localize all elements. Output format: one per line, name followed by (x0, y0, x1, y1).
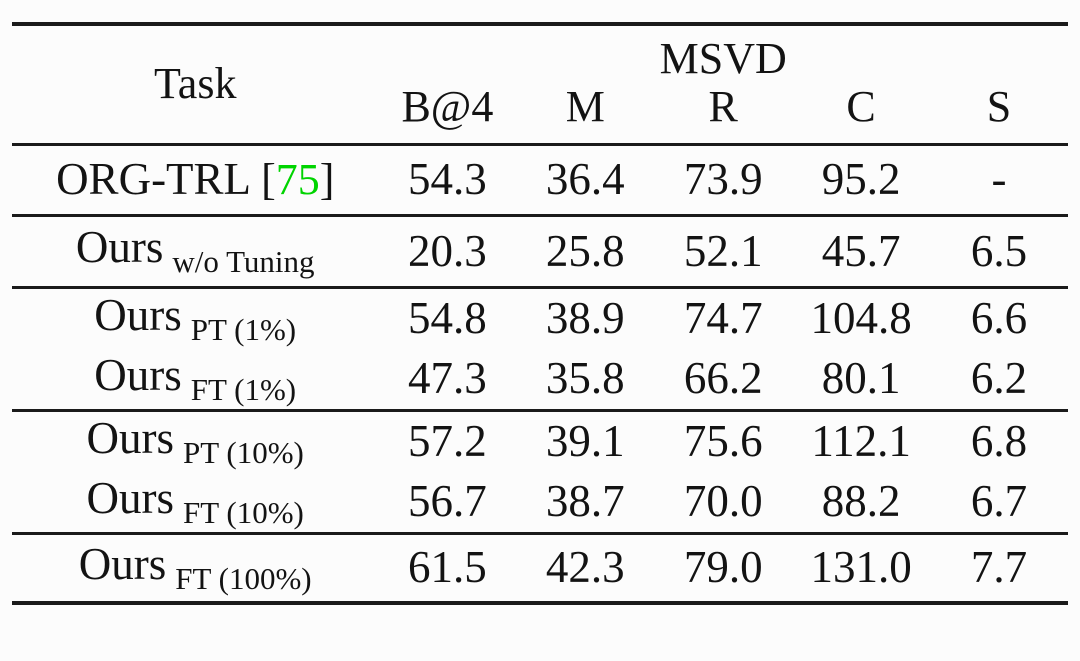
table-row-ours-pt-10: Ours PT (10%) 57.2 39.1 75.6 112.1 6.8 (12, 410, 1068, 472)
row-label-subscript: w/o Tuning (172, 244, 315, 279)
table-header: Task MSVD B@4 M R C S (12, 24, 1068, 144)
metric-cell-b4: 47.3 (408, 353, 487, 404)
metric-cell-m: 25.8 (545, 225, 625, 276)
table-row-org-trl: ORG-TRL [75] 54.3 36.4 73.9 95.2 - (12, 144, 1068, 215)
row-label-main: Ours (94, 289, 182, 340)
dataset-header-msvd: MSVD (659, 34, 787, 83)
metric-cell-r: 52.1 (683, 225, 763, 276)
row-label-ours-pt-10: Ours PT (10%) (12, 410, 378, 472)
column-header-m: M (565, 82, 605, 132)
citation-link[interactable]: 75 (275, 155, 320, 204)
table-row-ours-pt-1: Ours PT (1%) 54.8 38.9 74.7 104.8 6.6 (12, 287, 1068, 349)
metric-cell-c: 95.2 (821, 154, 901, 204)
citation-bracket-close: ] (319, 155, 335, 204)
metric-cell-m: 38.7 (545, 476, 625, 527)
metric-cell-c: 45.7 (821, 225, 901, 276)
citation-bracket-open: [ (261, 155, 276, 204)
row-label-main: Ours (94, 349, 182, 400)
metric-cell-b4: 57.2 (408, 416, 487, 467)
table-row-ours-wo-tuning: Ours w/o Tuning 20.3 25.8 52.1 45.7 6.5 (12, 215, 1068, 287)
table-row-ours-ft-100: Ours FT (100%) 61.5 42.3 79.0 131.0 7.7 (12, 533, 1068, 603)
row-label-subscript: FT (100%) (175, 560, 312, 596)
results-table: Task MSVD B@4 M R C S ORG-TRL [75] 54.3 3… (12, 22, 1068, 605)
metric-cell-r: 66.2 (683, 353, 763, 404)
metric-cell-s: 6.5 (970, 225, 1028, 276)
row-group-10pct: Ours PT (10%) 57.2 39.1 75.6 112.1 6.8 Ou… (12, 410, 1068, 533)
table-row-ours-ft-10: Ours FT (10%) 56.7 38.7 70.0 88.2 6.7 (12, 472, 1068, 533)
metric-cell-m: 38.9 (545, 293, 625, 344)
row-group-1pct: Ours PT (1%) 54.8 38.9 74.7 104.8 6.6 Our… (12, 287, 1068, 410)
column-header-c: C (846, 82, 876, 132)
row-label-ours-ft-1: Ours FT (1%) (12, 349, 378, 410)
metric-cell-r: 70.0 (683, 476, 763, 527)
metric-cell-s: 6.2 (970, 353, 1028, 404)
metric-cell-b4: 54.3 (408, 154, 487, 204)
metric-cell-c: 88.2 (821, 476, 901, 527)
column-header-b4: B@4 (401, 82, 494, 132)
header-row-metrics: B@4 M R C S (12, 82, 1068, 144)
metric-cell-m: 42.3 (545, 542, 625, 593)
row-label-main: Ours (78, 538, 167, 589)
row-group-100pct: Ours FT (100%) 61.5 42.3 79.0 131.0 7.7 (12, 533, 1068, 603)
metric-cell-b4: 54.8 (408, 293, 487, 344)
row-label-subscript: FT (1%) (190, 371, 297, 407)
column-header-s: S (986, 82, 1012, 132)
metric-cell-c: 80.1 (821, 353, 901, 404)
row-label-subscript: PT (1%) (190, 311, 297, 347)
metric-cell-m: 36.4 (545, 154, 625, 204)
row-label-ours-wo-tuning: Ours w/o Tuning (12, 215, 378, 287)
metric-cell-s: 7.7 (970, 542, 1028, 593)
row-label-subscript: FT (10%) (183, 494, 304, 530)
metric-cell-c: 104.8 (810, 293, 912, 344)
metric-cell-r: 75.6 (683, 416, 763, 467)
row-label-ours-ft-10: Ours FT (10%) (12, 472, 378, 533)
metric-cell-r: 79.0 (683, 542, 763, 593)
row-label-main: ORG-TRL (56, 154, 252, 204)
row-label-main: Ours (86, 412, 175, 463)
metric-cell-s: 6.8 (970, 416, 1028, 467)
column-header-task: Task (153, 59, 237, 109)
row-label-ours-ft-100: Ours FT (100%) (12, 533, 378, 603)
metric-cell-s: 6.6 (970, 293, 1028, 344)
header-row-dataset: Task MSVD (12, 24, 1068, 106)
column-header-r: R (708, 82, 738, 132)
citation-75: [75] (261, 155, 334, 204)
table-row-ours-ft-1: Ours FT (1%) 47.3 35.8 66.2 80.1 6.2 (12, 349, 1068, 410)
metric-cell-b4: 20.3 (408, 225, 487, 276)
metric-cell-b4: 61.5 (408, 542, 487, 593)
metric-cell-r: 73.9 (683, 154, 763, 204)
row-label-ours-pt-1: Ours PT (1%) (12, 287, 378, 349)
metric-cell-r: 74.7 (683, 293, 763, 344)
metric-cell-b4: 56.7 (408, 476, 487, 527)
row-label-subscript: PT (10%) (183, 434, 304, 470)
row-label-main: Ours (86, 472, 175, 523)
row-label-org-trl: ORG-TRL [75] (12, 144, 378, 215)
metric-cell-m: 35.8 (545, 353, 625, 404)
row-label-main: Ours (75, 222, 164, 272)
metric-cell-m: 39.1 (545, 416, 625, 467)
metric-cell-s: 6.7 (970, 476, 1028, 527)
row-group-baseline: ORG-TRL [75] 54.3 36.4 73.9 95.2 - (12, 144, 1068, 215)
metric-cell-s: - (991, 154, 1007, 204)
row-group-no-tuning: Ours w/o Tuning 20.3 25.8 52.1 45.7 6.5 (12, 215, 1068, 287)
metric-cell-c: 112.1 (811, 416, 911, 467)
metric-cell-c: 131.0 (810, 542, 912, 593)
